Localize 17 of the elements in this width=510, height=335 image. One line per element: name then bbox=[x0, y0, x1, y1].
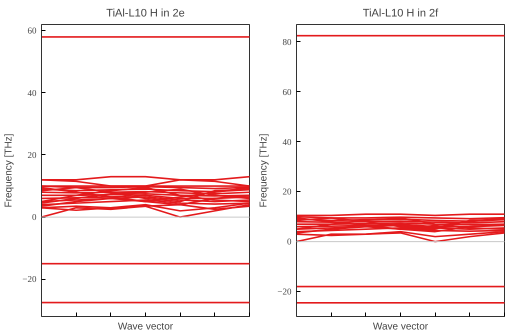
y-tick-label: 60 bbox=[28, 26, 37, 36]
y-tick-label: −20 bbox=[277, 286, 292, 297]
chart-title: TiAl-L10 H in 2e bbox=[106, 8, 185, 20]
y-tick-label: 40 bbox=[28, 88, 37, 98]
chart-title: TiAl-L10 H in 2f bbox=[362, 8, 440, 20]
y-tick-label: −20 bbox=[22, 274, 37, 284]
y-tick-label: 40 bbox=[282, 136, 292, 147]
y-tick-label: 80 bbox=[282, 36, 292, 47]
y-tick-label: 20 bbox=[28, 150, 37, 160]
y-axis-title: Frequency [THz] bbox=[3, 133, 14, 208]
y-axis-title: Frequency [THz] bbox=[258, 133, 270, 208]
y-tick-label: 0 bbox=[32, 212, 37, 222]
y-tick-label: 0 bbox=[287, 236, 292, 247]
x-axis-title: Wave vector bbox=[118, 322, 174, 332]
y-tick-label: 60 bbox=[282, 86, 292, 97]
y-tick-label: 20 bbox=[282, 186, 292, 197]
x-axis-title: Wave vector bbox=[372, 322, 429, 332]
